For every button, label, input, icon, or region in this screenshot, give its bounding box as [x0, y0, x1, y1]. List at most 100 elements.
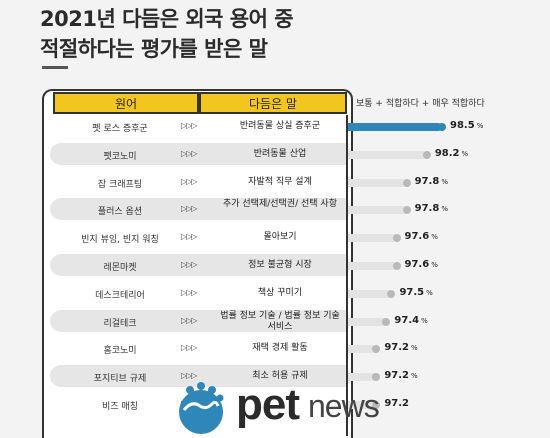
alternative-label: 책상 꾸미기	[257, 287, 303, 298]
bar-end-dot	[402, 206, 411, 215]
bar-end-dot	[372, 401, 381, 409]
bar	[346, 345, 377, 354]
value-number: 97.2	[384, 370, 409, 382]
value-number: 97.2	[384, 398, 409, 409]
value-label: 97.5%	[399, 287, 432, 298]
arrow-icons: ▷▷▷	[181, 315, 197, 325]
value-label: 97.2%	[384, 342, 417, 353]
percent-sign: %	[426, 288, 433, 297]
bar-end-dot	[392, 262, 401, 270]
term-label: 플러스 옵션	[97, 207, 143, 218]
title-underline	[42, 66, 68, 69]
bar	[346, 178, 407, 187]
arrow-icons: ▷▷▷	[181, 371, 197, 381]
title-line-1: 2021년 다듬은 외국 용어 중	[40, 7, 294, 31]
alternative-label: 최소 허용 규제	[252, 371, 308, 382]
alternative-label: 정보 불균형 시장	[248, 260, 312, 270]
term-label: 리걸테크	[103, 318, 137, 329]
value-number: 97.5	[399, 286, 425, 298]
bar-end-dot	[402, 178, 411, 187]
bar	[346, 206, 407, 215]
bar	[346, 150, 427, 159]
term-label: 잡 크래프팅	[97, 179, 143, 190]
arrow-icons: ▷▷▷	[181, 204, 197, 214]
title-line-2: 적절하다는 평가를 받은 말	[40, 37, 268, 61]
value-number: 97.6	[404, 259, 430, 270]
page-title: 2021년 다듬은 외국 용어 중 적절하다는 평가를 받은 말	[40, 4, 294, 64]
term-label: 레몬마켓	[103, 263, 137, 273]
value-number: 97.8	[414, 203, 440, 215]
paw-globe-icon	[179, 382, 224, 434]
arrow-icons: ▷▷▷	[181, 232, 197, 242]
arrow-icons: ▷▷▷	[181, 260, 197, 269]
bar	[346, 289, 392, 298]
arrow-icons: ▷▷▷	[181, 287, 197, 297]
percent-sign: %	[441, 177, 448, 186]
value-label: 97.2%	[384, 370, 417, 381]
value-legend: 보통 + 적합하다 + 매우 적합하다	[356, 99, 485, 109]
value-label: 97.8%	[415, 176, 448, 187]
alternative-label: 재택 경제 활동	[252, 343, 308, 354]
alternative-label: 몰아보기	[263, 232, 297, 243]
bar-end-dot	[372, 345, 381, 354]
percent-sign: %	[411, 344, 418, 353]
value-number: 97.8	[414, 175, 440, 187]
percent-sign: %	[431, 261, 438, 269]
value-number: 97.6	[404, 231, 430, 243]
header-alternative: 다듬은 말	[199, 92, 347, 114]
value-label: 98.5%	[450, 120, 483, 131]
bar-axis	[346, 115, 348, 436]
bar	[346, 262, 397, 270]
term-label: 펫 로스 증후군	[92, 124, 148, 134]
value-number: 97.4	[394, 314, 420, 326]
alternative-label: 반려동물 상실 증후군	[239, 121, 321, 131]
arrow-icons: ▷▷▷	[181, 343, 197, 353]
bar-end-dot	[422, 150, 431, 159]
value-number: 98.5	[450, 120, 475, 131]
alternative-label: 자발적 직무 설계	[248, 176, 312, 187]
term-label: 비즈 매칭	[102, 402, 138, 412]
arrow-icons: ▷▷▷	[181, 176, 197, 186]
value-label: 97.6%	[405, 259, 438, 270]
header-term: 원어	[53, 92, 199, 114]
term-label: 포지티브 규제	[93, 374, 147, 385]
bar-end-dot	[387, 289, 396, 298]
alternative-label: 추가 선택제/선택권/ 선택 사항	[222, 199, 337, 210]
term-label: 펫코노미	[103, 151, 137, 162]
bar-end-dot	[392, 234, 401, 243]
value-label: 98.2%	[435, 148, 468, 159]
bar	[346, 123, 442, 131]
value-number: 97.2	[384, 342, 409, 354]
row-background	[50, 142, 346, 165]
arrow-icons: ▷▷▷	[181, 148, 197, 158]
value-label: 97.8%	[415, 203, 448, 214]
value-label: 97.2	[384, 398, 411, 409]
alternative-label: 반려동물 산업	[253, 148, 307, 159]
logo-news: news	[308, 388, 380, 424]
term-label: 홈코노미	[103, 346, 137, 357]
bar-end-dot	[438, 123, 446, 131]
value-number: 98.2	[434, 147, 460, 159]
bar-end-dot	[382, 317, 391, 326]
arrow-icons: ▷▷▷	[181, 121, 197, 130]
value-label: 97.4%	[394, 315, 427, 326]
percent-sign: %	[476, 122, 484, 130]
value-label: 97.6%	[405, 231, 438, 242]
bar-end-dot	[372, 373, 381, 382]
row-background	[50, 365, 346, 388]
row-background	[50, 309, 346, 332]
percent-sign: %	[431, 233, 438, 242]
percent-sign: %	[411, 372, 418, 381]
percent-sign: %	[461, 149, 469, 158]
pet-news-logo: pet news	[168, 380, 380, 436]
logo-pet: pet	[236, 380, 300, 429]
bar	[346, 373, 377, 382]
bar	[346, 234, 397, 243]
term-label: 빈지 뷰잉, 빈지 워칭	[81, 235, 159, 246]
row-background	[50, 254, 346, 276]
percent-sign: %	[441, 205, 448, 214]
bar	[346, 401, 377, 409]
percent-sign: %	[421, 316, 428, 325]
term-label: 데스크테리어	[95, 290, 145, 301]
alternative-label: 법률 정보 기술 / 법률 정보 기술 서비스	[220, 310, 340, 332]
